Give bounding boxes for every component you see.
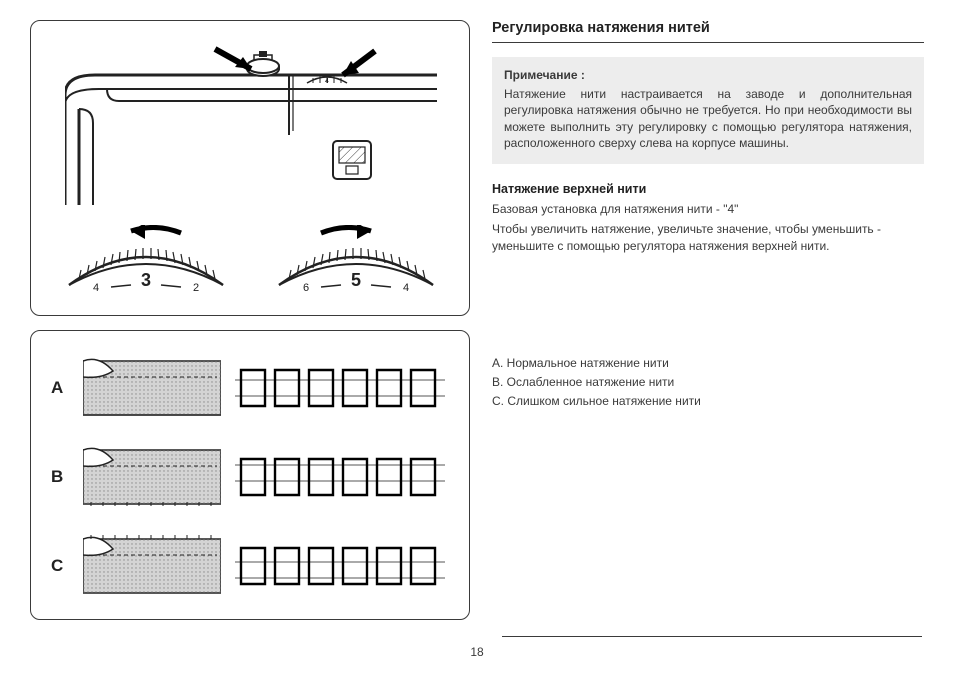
upper-thread-line1: Базовая установка для натяжения нити - "… <box>492 201 924 218</box>
tension-row-b: B <box>51 438 449 516</box>
note-label: Примечание : <box>504 67 912 84</box>
note-body: Натяжение нити настраивается на заводе и… <box>504 86 912 152</box>
footer-rule <box>502 636 922 637</box>
right-column: Регулировка натяжения нитей Примечание :… <box>492 20 924 640</box>
svg-text:4: 4 <box>325 78 329 85</box>
dial-decrease: 4 2 3 <box>61 225 231 297</box>
row-c-label: C <box>51 556 69 576</box>
page: 4 <box>30 20 924 640</box>
legend: A. Нормальное натяжение нити B. Ослаблен… <box>492 354 924 410</box>
row-a-label: A <box>51 378 69 398</box>
dial-left-value: 3 <box>61 270 231 291</box>
row-b-label: B <box>51 467 69 487</box>
dial-right-value: 5 <box>271 270 441 291</box>
dial-increase: 6 4 5 <box>271 225 441 297</box>
illustration-panel-top: 4 <box>30 20 470 316</box>
fabric-b <box>83 442 221 512</box>
legend-a: A. Нормальное натяжение нити <box>492 354 924 373</box>
illustration-panel-bottom: A <box>30 330 470 620</box>
tension-row-a: A <box>51 349 449 427</box>
stitch-c <box>235 544 445 588</box>
legend-c: C. Слишком сильное натяжение нити <box>492 392 924 411</box>
upper-thread-line2: Чтобы увеличить натяжение, увеличьте зна… <box>492 221 924 254</box>
upper-thread-heading: Натяжение верхней нити <box>492 182 924 196</box>
stitch-a <box>235 366 445 410</box>
tension-row-c: C <box>51 527 449 605</box>
fabric-a <box>83 353 221 423</box>
stitch-b <box>235 455 445 499</box>
machine-illustration: 4 <box>65 45 437 205</box>
note-box: Примечание : Натяжение нити настраиваетс… <box>492 57 924 164</box>
legend-b: B. Ослабленное натяжение нити <box>492 373 924 392</box>
left-column: 4 <box>30 20 470 640</box>
dial-closeups: 4 2 3 <box>61 225 441 297</box>
page-title: Регулировка натяжения нитей <box>492 20 924 43</box>
fabric-c <box>83 531 221 601</box>
page-number: 18 <box>0 645 954 659</box>
